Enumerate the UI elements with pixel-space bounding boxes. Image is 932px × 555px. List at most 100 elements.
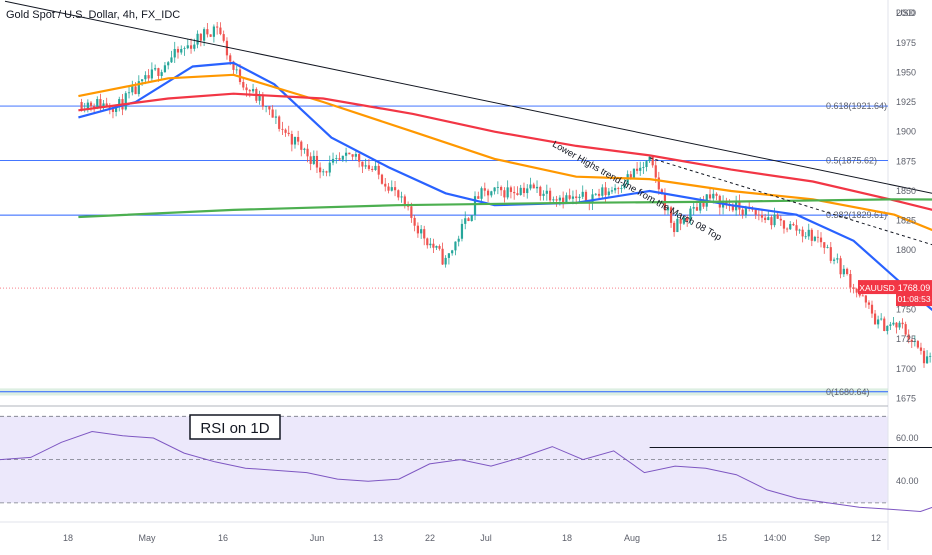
candle — [657, 177, 660, 190]
candle — [522, 187, 526, 194]
candle — [883, 318, 886, 331]
candle — [839, 258, 842, 275]
candle — [545, 190, 548, 194]
candle — [393, 187, 397, 191]
fib-levels-layer: 0.618(1921.64) 0.5(1875.62) 0.382(1829.61)… — [0, 101, 888, 397]
candle — [744, 206, 748, 215]
candle — [232, 61, 235, 70]
candle — [157, 68, 160, 76]
candle — [804, 236, 807, 238]
lower-highs-trendline — [4, 0, 932, 194]
candle — [268, 106, 271, 110]
candle — [284, 129, 287, 133]
candle — [555, 199, 558, 201]
candle — [904, 324, 907, 335]
candle — [441, 248, 444, 265]
candle — [922, 350, 926, 364]
fib-level-label: 0(1680.64) — [826, 387, 870, 397]
candle — [614, 188, 617, 191]
candle — [886, 325, 889, 331]
fib-level-label: 0.5(1875.62) — [826, 156, 877, 166]
candle — [331, 158, 335, 163]
candle — [503, 190, 506, 198]
candle — [131, 86, 134, 93]
candle — [864, 295, 867, 303]
candle — [248, 90, 251, 92]
candle — [274, 116, 278, 118]
candle — [829, 247, 832, 261]
candle — [708, 194, 712, 199]
candle — [689, 208, 692, 222]
candle — [338, 158, 341, 160]
symbol-tag[interactable] — [858, 280, 896, 295]
price-tick-label: 1900 — [896, 127, 916, 137]
candle — [892, 322, 895, 325]
candle — [410, 206, 413, 218]
price-tick-label: 1850 — [896, 186, 916, 196]
candle — [150, 69, 153, 79]
candle — [429, 243, 432, 246]
candle — [919, 347, 923, 351]
candle — [842, 268, 845, 275]
candle — [819, 237, 823, 243]
rsi-title-box — [189, 414, 281, 440]
candle — [99, 99, 102, 108]
candle — [278, 116, 281, 129]
ma-line-1d-200 — [78, 198, 932, 219]
candle — [265, 106, 268, 107]
candle — [300, 141, 303, 150]
candle — [354, 154, 357, 157]
candle — [154, 68, 157, 70]
candle — [852, 287, 855, 289]
candle — [639, 167, 642, 171]
candle — [203, 29, 206, 41]
candle — [764, 217, 767, 221]
candle — [509, 187, 513, 192]
candle — [258, 95, 261, 101]
price-tick-label: 1700 — [896, 364, 916, 374]
candle — [692, 207, 695, 209]
candle — [173, 48, 176, 58]
candle — [629, 174, 632, 178]
candle — [467, 218, 470, 222]
candle — [432, 243, 435, 248]
candle — [666, 207, 670, 211]
candle — [779, 218, 782, 221]
candle — [219, 27, 222, 35]
candle — [374, 165, 377, 170]
candle — [212, 26, 215, 37]
candle — [312, 155, 315, 164]
candle — [144, 75, 147, 80]
price-tick-label: 1825 — [896, 216, 916, 226]
candle — [124, 93, 127, 110]
candle — [460, 223, 464, 239]
candle — [660, 189, 663, 193]
price-tag[interactable] — [896, 280, 932, 307]
candle — [513, 191, 516, 194]
candle — [594, 193, 597, 195]
time-tick-label: Jul — [480, 533, 492, 543]
candle — [454, 241, 457, 251]
candle — [676, 218, 679, 233]
candle — [222, 34, 225, 41]
candle — [568, 195, 571, 199]
candle — [251, 88, 255, 92]
candle — [176, 48, 180, 53]
candle — [617, 188, 620, 189]
candle — [477, 196, 480, 199]
candle — [782, 220, 786, 229]
candle — [438, 246, 441, 249]
candle — [846, 268, 849, 275]
candle — [127, 92, 131, 94]
price-tick-label: 1975 — [896, 38, 916, 48]
candle — [529, 184, 532, 189]
candle — [767, 217, 770, 221]
candle — [801, 229, 804, 237]
price-tick-label: 1925 — [896, 97, 916, 107]
candle — [167, 62, 170, 66]
candle — [648, 156, 651, 162]
candle — [170, 57, 173, 63]
candle — [858, 292, 861, 296]
